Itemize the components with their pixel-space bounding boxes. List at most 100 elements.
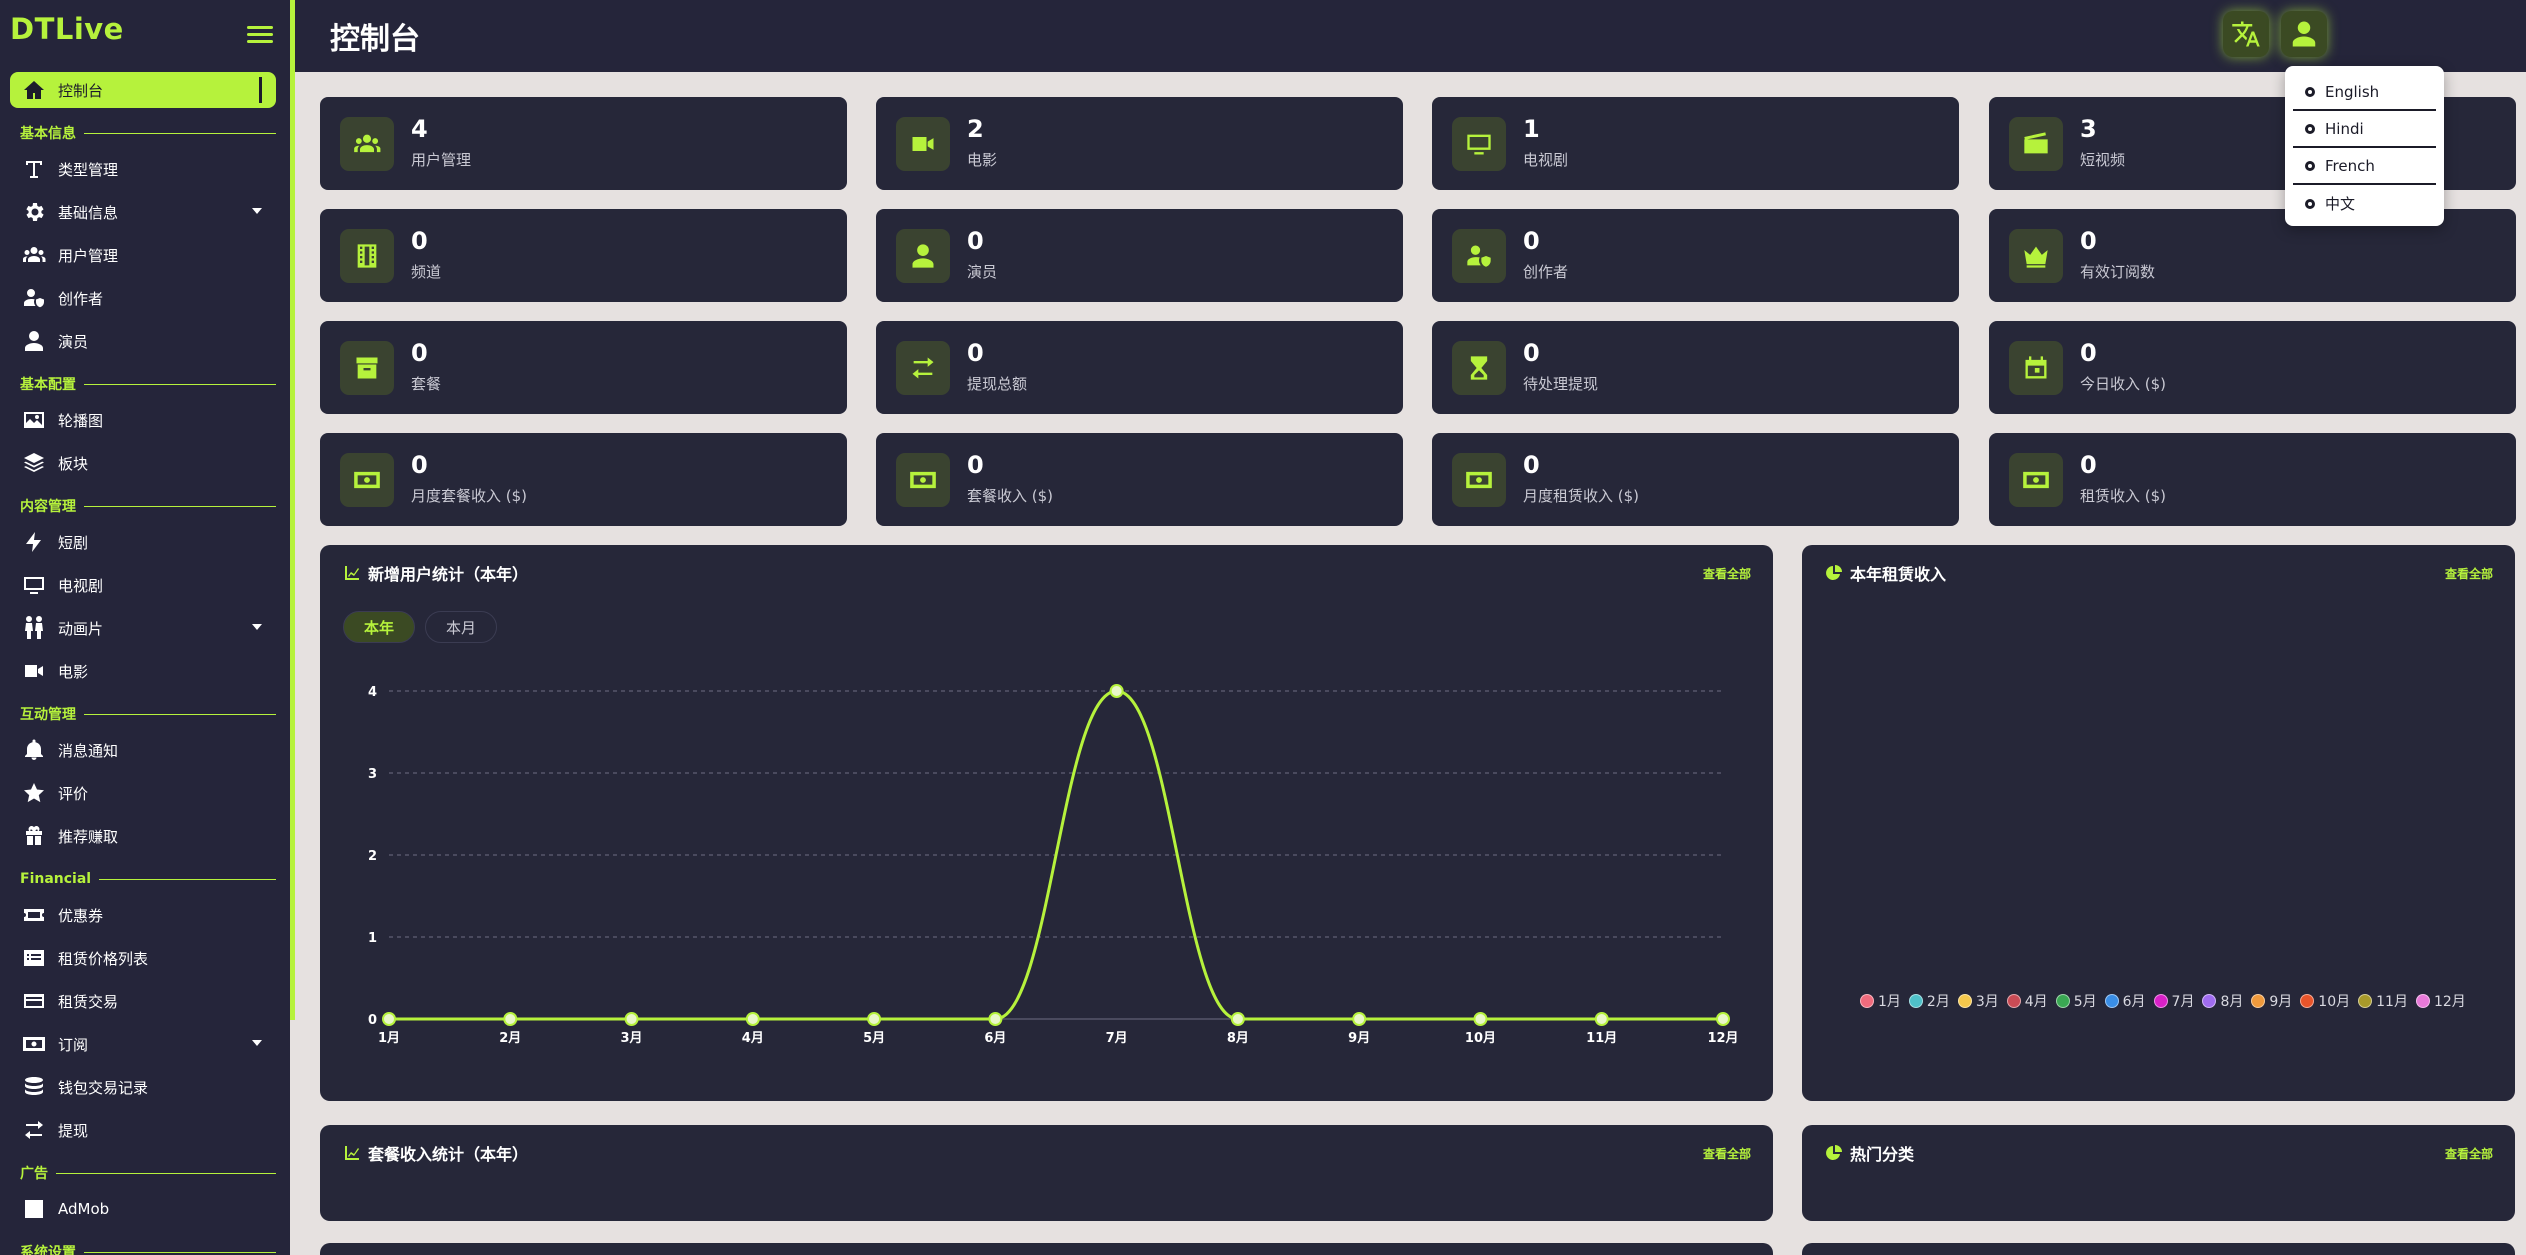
stat-card[interactable]: 4 用户管理 (320, 97, 847, 190)
chevron-down-icon[interactable] (252, 624, 262, 630)
stat-card[interactable]: 0 创作者 (1432, 209, 1959, 302)
data-point (1230, 1012, 1245, 1026)
legend-swatch (2415, 994, 2430, 1008)
radio-icon (2305, 86, 2315, 97)
sidebar-item-coupons[interactable]: 优惠券 (10, 897, 276, 933)
view-all-link[interactable]: 查看全部 (2444, 567, 2493, 581)
legend-item[interactable]: 6月 (2104, 991, 2146, 1011)
money-icon (23, 1037, 45, 1051)
sidebar-item-actors[interactable]: 演员 (10, 323, 276, 359)
view-all-link[interactable]: 查看全部 (2444, 1147, 2493, 1161)
sidebar-item-notifications[interactable]: 消息通知 (10, 732, 276, 768)
stat-card[interactable]: 2 电影 (876, 97, 1403, 190)
exchange-icon (25, 1121, 43, 1139)
app-logo[interactable]: DTLive (10, 12, 124, 46)
legend-item[interactable]: 11月 (2358, 991, 2408, 1011)
sidebar-item-anime[interactable]: 动画片 (10, 610, 276, 646)
sidebar-item-label: 提现 (58, 1121, 89, 1140)
sidebar-item-rent-trans[interactable]: 租赁交易 (10, 983, 276, 1019)
sidebar-item-shorts[interactable]: 短剧 (10, 524, 276, 560)
chevron-down-icon[interactable] (252, 208, 262, 214)
stat-card[interactable]: 0 租赁收入 ($) (1989, 433, 2516, 526)
sidebar-item-basic-info[interactable]: 基础信息 (10, 194, 276, 230)
language-option[interactable]: French (2293, 148, 2436, 185)
sidebar-item-creators[interactable]: 创作者 (10, 280, 276, 316)
sidebar-item-label: AdMob (58, 1200, 110, 1218)
sidebar-item-reviews[interactable]: 评价 (10, 775, 276, 811)
chevron-down-icon[interactable] (252, 1040, 262, 1046)
legend-item[interactable]: 1月 (1860, 991, 1901, 1011)
sidebar-item-rent-prices[interactable]: 租赁价格列表 (10, 940, 276, 976)
hamburger-menu-icon[interactable] (247, 26, 273, 44)
sidebar-item-label: 电视剧 (58, 576, 104, 595)
sidebar-item-withdraw[interactable]: 提现 (10, 1112, 276, 1148)
legend-item[interactable]: 7月 (2153, 991, 2194, 1011)
legend-item[interactable]: 4月 (2006, 991, 2048, 1011)
sidebar-item-movies[interactable]: 电影 (10, 653, 276, 689)
sidebar-item-referral[interactable]: 推荐赚取 (10, 818, 276, 854)
sidebar-accent-bar (290, 0, 295, 1020)
stat-card[interactable]: 0 套餐 (320, 321, 847, 414)
profile-button[interactable] (2281, 11, 2327, 57)
stat-card[interactable]: 0 月度租赁收入 ($) (1432, 433, 1959, 526)
sidebar-item-dashboard[interactable]: 控制台 (10, 72, 276, 108)
stat-card[interactable]: 0 套餐收入 ($) (876, 433, 1403, 526)
legend-item[interactable]: 9月 (2251, 991, 2292, 1011)
sidebar-item-tv[interactable]: 电视剧 (10, 567, 276, 603)
radio-icon (2305, 160, 2315, 171)
section-header: 内容管理 (20, 496, 276, 516)
user-icon (912, 244, 934, 268)
image-icon (24, 412, 44, 428)
stat-card[interactable]: 1 电视剧 (1432, 97, 1959, 190)
sidebar-item-types[interactable]: 类型管理 (10, 151, 276, 187)
stat-card[interactable]: 0 月度套餐收入 ($) (320, 433, 847, 526)
sidebar-item-wallet[interactable]: 钱包交易记录 (10, 1069, 276, 1105)
sidebar-item-label: 消息通知 (58, 741, 119, 760)
legend-item[interactable]: 5月 (2055, 991, 2097, 1011)
legend-item[interactable]: 12月 (2415, 991, 2466, 1011)
section-header: 系统设置 (20, 1242, 276, 1255)
stat-value: 0 (1523, 227, 1540, 255)
sidebar-item-users[interactable]: 用户管理 (10, 237, 276, 273)
legend-label: 2月 (1926, 994, 1950, 1010)
stat-card[interactable]: 0 演员 (876, 209, 1403, 302)
section-label: 基本配置 (20, 377, 76, 393)
legend-item[interactable]: 3月 (1957, 991, 1999, 1011)
package-revenue-panel: 套餐收入统计（本年） 查看全部 (320, 1125, 1773, 1221)
language-option[interactable]: Hindi (2293, 111, 2436, 148)
stat-value: 0 (967, 227, 984, 255)
stat-label: 月度租赁收入 ($) (1523, 487, 1640, 505)
legend-swatch (2300, 994, 2315, 1008)
legend-item[interactable]: 2月 (1908, 991, 1950, 1011)
y-tick-label: 4 (368, 685, 377, 700)
stat-card[interactable]: 0 频道 (320, 209, 847, 302)
stat-card[interactable]: 0 今日收入 ($) (1989, 321, 2516, 414)
stat-card[interactable]: 0 待处理提现 (1432, 321, 1959, 414)
view-all-link[interactable]: 查看全部 (1702, 1147, 1751, 1161)
legend-item[interactable]: 10月 (2300, 991, 2350, 1011)
sidebar-item-admob[interactable]: AdMob (10, 1191, 276, 1227)
section-label: 互动管理 (20, 707, 76, 723)
x-tick-label: 1月 (378, 1031, 400, 1046)
stat-label: 电影 (967, 151, 998, 169)
user-shield-icon (24, 289, 44, 308)
sidebar-item-subscriptions[interactable]: 订阅 (10, 1026, 276, 1062)
tab-this-month[interactable]: 本月 (425, 611, 498, 643)
legend-item[interactable]: 8月 (2202, 991, 2243, 1011)
sidebar-item-label: 租赁价格列表 (58, 949, 149, 968)
stat-icon-box (2009, 341, 2063, 395)
sidebar-item-banners[interactable]: 轮播图 (10, 402, 276, 438)
sidebar-item-blocks[interactable]: 板块 (10, 445, 276, 481)
language-option[interactable]: English (2293, 74, 2436, 111)
translate-button[interactable] (2223, 11, 2269, 57)
tab-this-year[interactable]: 本年 (343, 611, 416, 643)
stat-label: 月度套餐收入 ($) (411, 487, 528, 505)
view-all-link[interactable]: 查看全部 (1702, 567, 1751, 581)
ticket-icon (20, 903, 48, 927)
language-option[interactable]: 中文 (2293, 185, 2436, 222)
stat-card[interactable]: 0 提现总额 (876, 321, 1403, 414)
bell-icon (25, 739, 43, 760)
data-point (867, 1012, 882, 1026)
stat-icon-box (340, 229, 394, 283)
admob-icon (20, 1197, 48, 1221)
